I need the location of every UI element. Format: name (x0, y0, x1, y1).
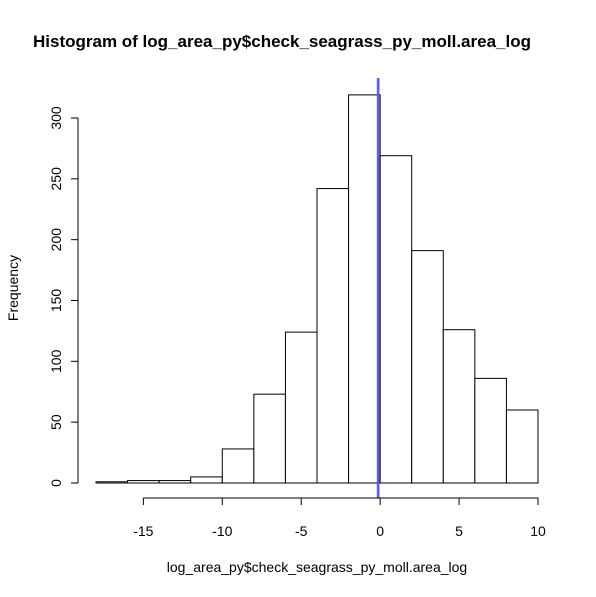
x-tick-label-1: -10 (212, 523, 232, 539)
histogram-bar-8 (348, 94, 381, 484)
histogram-bar-7 (316, 188, 350, 484)
x-axis: -15 -10 -5 0 5 10 (133, 497, 546, 539)
histogram-bar-11 (442, 329, 476, 484)
histogram-bar-1 (127, 480, 160, 484)
y-tick-label-2: 100 (48, 349, 64, 373)
histogram-bar-3 (190, 476, 223, 484)
histogram-bar-13 (505, 409, 539, 484)
histogram-bar-6 (284, 331, 318, 484)
histogram-bar-0 (95, 481, 129, 484)
chart-title: Histogram of log_area_py$check_seagrass_… (33, 32, 531, 51)
y-tick-label-1: 50 (48, 414, 64, 430)
x-tick-label-5: 10 (530, 523, 546, 539)
x-tick-label-2: -5 (295, 523, 308, 539)
x-tick-label-0: -15 (133, 523, 153, 539)
y-tick-label-5: 250 (48, 167, 64, 191)
y-axis: 0 50 100 150 200 250 300 (48, 106, 79, 487)
reference-lines-group (376, 78, 380, 498)
y-tick-label-0: 0 (48, 479, 64, 487)
bars-group (95, 94, 539, 484)
x-tick-label-4: 5 (455, 523, 463, 539)
x-tick-label-3: 0 (376, 523, 384, 539)
y-tick-label-6: 300 (48, 106, 64, 130)
y-axis-label: Frequency (5, 255, 21, 321)
histogram-bar-12 (474, 377, 507, 484)
x-axis-label: log_area_py$check_seagrass_py_moll.area_… (167, 559, 467, 575)
y-tick-label-3: 150 (48, 289, 64, 313)
histogram-bar-9 (379, 155, 413, 484)
y-tick-label-4: 200 (48, 228, 64, 252)
histogram-bar-4 (221, 448, 255, 484)
histogram-bar-2 (158, 480, 192, 484)
histogram-bar-5 (253, 393, 286, 484)
histogram-bar-10 (411, 250, 444, 484)
